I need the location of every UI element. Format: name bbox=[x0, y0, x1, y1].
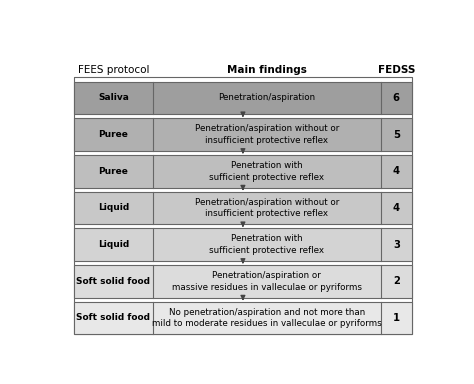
Text: 4: 4 bbox=[393, 166, 400, 176]
Text: 3: 3 bbox=[393, 240, 400, 250]
Text: Penetration/aspiration without or
insufficient protective reflex: Penetration/aspiration without or insuff… bbox=[195, 197, 339, 218]
Text: FEES protocol: FEES protocol bbox=[78, 65, 149, 75]
Text: 2: 2 bbox=[393, 276, 400, 286]
Text: Penetration with
sufficient protective reflex: Penetration with sufficient protective r… bbox=[210, 234, 324, 255]
Text: Penetration/aspiration without or
insufficient protective reflex: Penetration/aspiration without or insuff… bbox=[195, 124, 339, 145]
Bar bbox=[74, 77, 412, 334]
Text: Soft solid food: Soft solid food bbox=[76, 277, 150, 286]
Text: Soft solid food: Soft solid food bbox=[76, 313, 150, 323]
Bar bbox=[74, 155, 412, 188]
Bar bbox=[74, 192, 412, 224]
Text: Puree: Puree bbox=[99, 130, 128, 139]
Text: Puree: Puree bbox=[99, 167, 128, 176]
Text: FEDSS: FEDSS bbox=[378, 65, 415, 75]
Text: Penetration/aspiration: Penetration/aspiration bbox=[218, 93, 315, 103]
Bar bbox=[74, 228, 412, 261]
Bar bbox=[74, 265, 412, 298]
Text: Saliva: Saliva bbox=[98, 93, 129, 103]
Text: Penetration with
sufficient protective reflex: Penetration with sufficient protective r… bbox=[210, 161, 324, 182]
Text: Liquid: Liquid bbox=[98, 240, 129, 249]
Text: 4: 4 bbox=[393, 203, 400, 213]
Text: 6: 6 bbox=[393, 93, 400, 103]
Bar bbox=[74, 81, 412, 114]
Text: No penetration/aspiration and not more than
mild to moderate residues in vallecu: No penetration/aspiration and not more t… bbox=[152, 308, 382, 328]
Text: 5: 5 bbox=[393, 130, 400, 140]
Text: Main findings: Main findings bbox=[227, 65, 307, 75]
Text: Penetration/aspiration or
massive residues in valleculae or pyriforms: Penetration/aspiration or massive residu… bbox=[172, 271, 362, 292]
Text: 1: 1 bbox=[393, 313, 400, 323]
Text: Liquid: Liquid bbox=[98, 204, 129, 212]
Bar bbox=[74, 301, 412, 334]
Bar bbox=[74, 118, 412, 151]
